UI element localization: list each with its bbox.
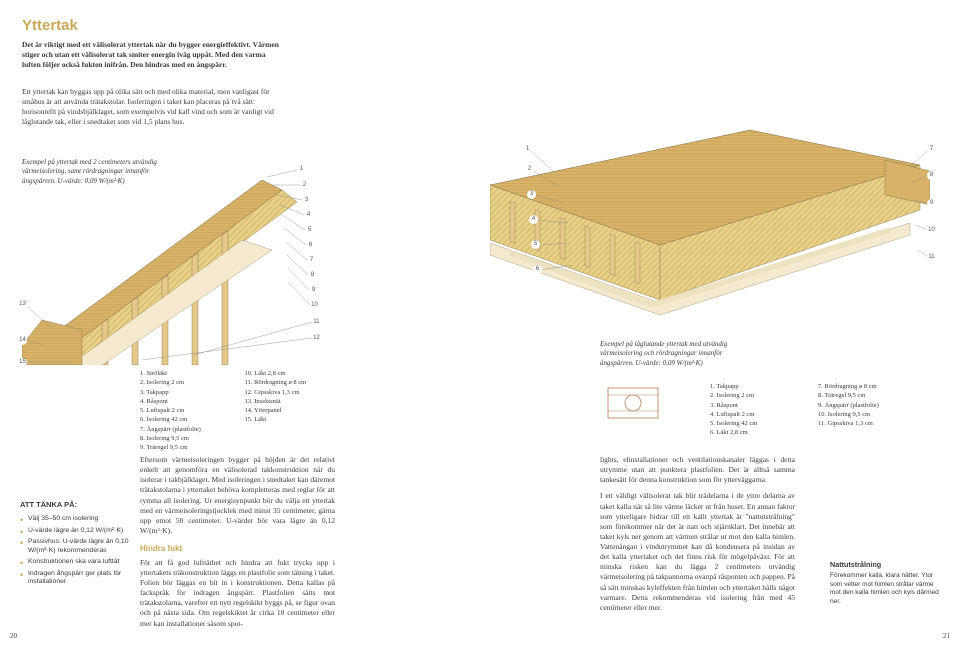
callout-2: 2: [300, 181, 309, 190]
body-paragraph-1: Ett yttertak kan byggas upp på olika sät…: [22, 87, 282, 128]
intro-paragraph: Det är viktigt med ett välisolerat ytter…: [22, 40, 282, 70]
callout-r2: 2: [525, 165, 534, 174]
legend-item: 10. Isolering 9,5 cm: [818, 411, 910, 420]
callout-5: 5: [305, 226, 314, 235]
sidebar-item: U-värde lägre än 0,12 W/(m²·K): [20, 527, 132, 535]
callout-1: 1: [297, 165, 306, 174]
legend-item: 9. Ångspärr (plastfolie): [818, 402, 910, 411]
sidebar-right-text: Förekommer kalla, klara nätter. Ytor som…: [830, 572, 940, 606]
body-column-left: Eftersom värmeisoleringen bygger på höjd…: [140, 455, 335, 629]
legend-left-col2: 10. Läkt 2,8 cm11. Rördragning ø 8 cm12.…: [245, 370, 336, 453]
callout-3: 3: [302, 196, 311, 205]
legend-item: 3. Råspont: [710, 402, 802, 411]
callout-r11: 11: [927, 253, 936, 262]
legend-item: 7. Ångspärr (plastfolie): [140, 426, 231, 435]
legend-item: 11. Rördragning ø 8 cm: [245, 379, 336, 388]
legend-item: 2. Isolering 2 cm: [710, 392, 802, 401]
callout-7: 7: [307, 256, 316, 265]
sidebar-item: Passivhus: U-värde lägre än 0,10 W/(m²·K…: [20, 538, 132, 555]
legend-item: 2. Isolering 2 cm: [140, 379, 231, 388]
page-number-right: 21: [943, 632, 950, 641]
body-column-right: lights, elinstallationer och ventilation…: [600, 455, 795, 613]
legend-item: 8. Träregel 9,5 cm: [818, 392, 910, 401]
sidebar-item: Välj 35–50 cm isolering: [20, 515, 132, 523]
legend-item: 1. Ströläkt: [140, 370, 231, 379]
legend-right: 1. Takpapp2. Isolering 2 cm3. Råspont4. …: [710, 383, 910, 439]
intro-text: Det är viktigt med ett välisolerat ytter…: [22, 40, 282, 70]
callout-r4: 4: [529, 215, 538, 224]
legend-item: 12. Gipsskiva 1,3 cm: [245, 389, 336, 398]
callout-4: 4: [304, 211, 313, 220]
legend-item: 1. Takpapp: [710, 383, 802, 392]
sidebar-right-title: Nattutstrålning: [830, 560, 940, 569]
legend-left-col1: 1. Ströläkt2. Isolering 2 cm3. Takpapp4.…: [140, 370, 231, 453]
legend-item: 11. Gipsskiva 1,3 cm: [818, 420, 910, 429]
legend-item: 8. Isolering 9,5 cm: [140, 435, 231, 444]
legend-item: 14. Ytterpanel: [245, 407, 336, 416]
body-left-p1: Eftersom värmeisoleringen bygger på höjd…: [140, 455, 335, 536]
callout-15: 15: [18, 358, 27, 367]
roof-svg-right: [490, 95, 930, 325]
sidebar-think-about: ATT TÄNKA PÅ: Välj 35–50 cm isolering U-v…: [20, 500, 132, 590]
callout-r8: 8: [927, 171, 936, 180]
legend-item: 4. Luftspalt 2 cm: [710, 411, 802, 420]
legend-item: 10. Läkt 2,8 cm: [245, 370, 336, 379]
page-title: Yttertak: [22, 16, 78, 36]
callout-14: 14: [18, 336, 27, 345]
callout-8: 8: [308, 271, 317, 280]
legend-item: 5. Luftspalt 2 cm: [140, 407, 231, 416]
callout-13: 13: [18, 300, 27, 309]
roof-svg-left: [22, 150, 322, 365]
diagram-roof-slanted: 1 2 3 4 5 6 7 8 9 10 11 12 13 14 15: [22, 150, 322, 365]
diagram-roof-flat: 1 2 3 4 5 6 7 8 9 10 11: [490, 95, 930, 325]
legend-item: 15. Läkt: [245, 416, 336, 425]
figure-caption-right: Exempel på låglutande yttertak med utvän…: [600, 340, 750, 368]
detail-sketch: [600, 380, 670, 430]
callout-9: 9: [309, 286, 318, 295]
legend-item: 6. Läkt 2,8 cm: [710, 429, 802, 438]
sidebar-left-list: Välj 35–50 cm isolering U-värde lägre än …: [20, 515, 132, 586]
legend-left: 1. Ströläkt2. Isolering 2 cm3. Takpapp4.…: [140, 370, 335, 453]
callout-11: 11: [312, 318, 321, 327]
callout-10: 10: [310, 301, 319, 310]
sidebar-night-radiation: Nattutstrålning Förekommer kalla, klara …: [830, 560, 940, 606]
legend-item: 9. Träregel 9,5 cm: [140, 444, 231, 453]
callout-r10: 10: [927, 226, 936, 235]
legend-item: 5. Isolering 42 cm: [710, 420, 802, 429]
legend-item: 7. Rördragning ø 8 cm: [818, 383, 910, 392]
sidebar-item: Konstruktionen ska vara lufttät: [20, 558, 132, 566]
body-right-p1: lights, elinstallationer och ventilation…: [600, 455, 795, 485]
callout-r7: 7: [927, 145, 936, 154]
callout-r6: 6: [533, 265, 542, 274]
legend-right-col2: 7. Rördragning ø 8 cm8. Träregel 9,5 cm9…: [818, 383, 910, 439]
callout-r9: 9: [927, 199, 936, 208]
body-right-p2: I ett väldigt välisolerat tak blir träde…: [600, 491, 795, 613]
legend-item: 3. Takpapp: [140, 389, 231, 398]
page-number-left: 20: [10, 632, 17, 641]
sidebar-left-title: ATT TÄNKA PÅ:: [20, 500, 132, 510]
callout-12: 12: [312, 334, 321, 343]
legend-right-col1: 1. Takpapp2. Isolering 2 cm3. Råspont4. …: [710, 383, 802, 439]
callout-r3: 3: [527, 190, 536, 199]
callout-r5: 5: [531, 240, 540, 249]
sidebar-item: Indragen ångspärr ger plats för installa…: [20, 570, 132, 587]
body-left-p2: För att få god lufttäthet och hindra att…: [140, 558, 335, 629]
callout-6: 6: [306, 241, 315, 250]
callout-r1: 1: [523, 145, 532, 154]
legend-item: 6. Isolering 42 cm: [140, 416, 231, 425]
legend-item: 13. Insektsnät: [245, 398, 336, 407]
legend-item: 4. Råspont: [140, 398, 231, 407]
subheading-hindra-fukt: Hindra fukt: [140, 544, 335, 555]
